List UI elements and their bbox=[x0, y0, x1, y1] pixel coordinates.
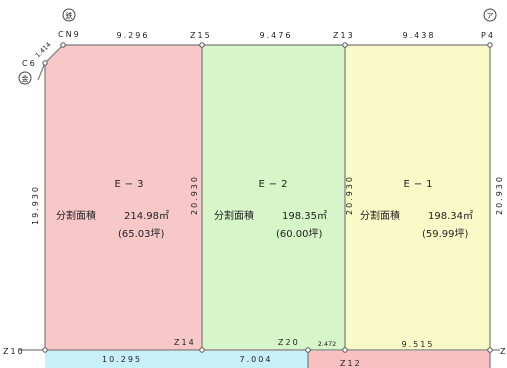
top-dimension-3: 9.438 bbox=[403, 31, 436, 40]
top-dimension-2: 9.476 bbox=[260, 31, 293, 40]
point-z13 bbox=[342, 42, 348, 48]
label-z20: Z20 bbox=[278, 338, 300, 347]
lot-e2-area-value: 198.35㎡ bbox=[282, 210, 327, 222]
label-p4: P4 bbox=[481, 31, 495, 40]
circle-mark-top-left bbox=[62, 8, 76, 22]
bottom-dimension-4: 9.515 bbox=[402, 340, 435, 349]
bottom-dimension-2: 7.004 bbox=[240, 355, 273, 364]
label-z10: Z10 bbox=[3, 347, 25, 356]
circle-mark-left bbox=[18, 71, 32, 85]
point-z12 bbox=[342, 347, 348, 353]
outer-boundary bbox=[44, 44, 491, 351]
circle-mark-top-left-text: 鉄 bbox=[66, 11, 73, 20]
adjacent-lot-bottom-right bbox=[308, 351, 490, 368]
bottom-dimension-1: 10.295 bbox=[102, 355, 142, 364]
lot-e2-id: E−2 bbox=[258, 179, 291, 190]
point-z15 bbox=[199, 42, 205, 48]
point-c6 bbox=[42, 60, 48, 66]
lot-e3-tsubo: (65.03坪) bbox=[118, 227, 165, 240]
lot-e1-id: E−1 bbox=[403, 179, 436, 190]
point-z10 bbox=[42, 347, 48, 353]
lot-e1-area-value: 198.34㎡ bbox=[428, 210, 473, 222]
label-z12: Z12 bbox=[340, 359, 362, 368]
lot-e2-area bbox=[202, 45, 345, 350]
point-z20 bbox=[305, 347, 311, 353]
label-z13: Z13 bbox=[333, 31, 355, 40]
lot-e1-tsubo: (59.99坪) bbox=[422, 227, 469, 240]
circle-mark-top-right-text: ア bbox=[487, 12, 494, 20]
point-z14 bbox=[199, 347, 205, 353]
label-cn9: CN9 bbox=[58, 30, 81, 39]
lot-e2-area-label: 分割面積 bbox=[214, 209, 254, 222]
adjacent-lot-bottom-left bbox=[45, 351, 308, 368]
lot-e3-id: E−3 bbox=[114, 179, 147, 190]
label-z-right: Z bbox=[500, 347, 507, 356]
label-z15: Z15 bbox=[190, 31, 212, 40]
lot-e3-area bbox=[45, 45, 202, 350]
point-z-right bbox=[487, 347, 493, 353]
left-upper-extension bbox=[37, 62, 46, 81]
point-p4 bbox=[487, 42, 493, 48]
point-cn9 bbox=[60, 42, 66, 48]
lot-e1-area-label: 分割面積 bbox=[360, 209, 400, 222]
side-dimension-z15: 20.930 bbox=[190, 175, 199, 215]
label-c6: C6 bbox=[22, 59, 37, 68]
lot-e1-area bbox=[345, 45, 490, 350]
side-dimension-left: 19.930 bbox=[31, 185, 40, 225]
lot-e1-labels: E−1 分割面積 198.34㎡ (59.99坪) bbox=[360, 179, 473, 240]
top-dimension-1: 9.296 bbox=[117, 31, 150, 40]
lot-e2-tsubo: (60.00坪) bbox=[276, 227, 323, 240]
lot-e3-area-label: 分割面積 bbox=[56, 209, 96, 222]
circle-mark-left-text: 金 bbox=[22, 74, 29, 83]
corner-dimension: 1.414 bbox=[34, 41, 53, 60]
lot-e3-area-value: 214.98㎡ bbox=[124, 210, 169, 222]
label-z14: Z14 bbox=[174, 338, 196, 347]
lot-e2-labels: E−2 分割面積 198.35㎡ (60.00坪) bbox=[214, 179, 327, 240]
lot-e3-labels: E−3 分割面積 214.98㎡ (65.03坪) bbox=[56, 179, 169, 240]
circle-mark-top-right bbox=[483, 8, 497, 22]
bottom-dimension-3: 2.472 bbox=[318, 340, 337, 348]
side-dimension-z13: 20.930 bbox=[345, 175, 354, 215]
side-dimension-right: 20.930 bbox=[495, 175, 504, 215]
